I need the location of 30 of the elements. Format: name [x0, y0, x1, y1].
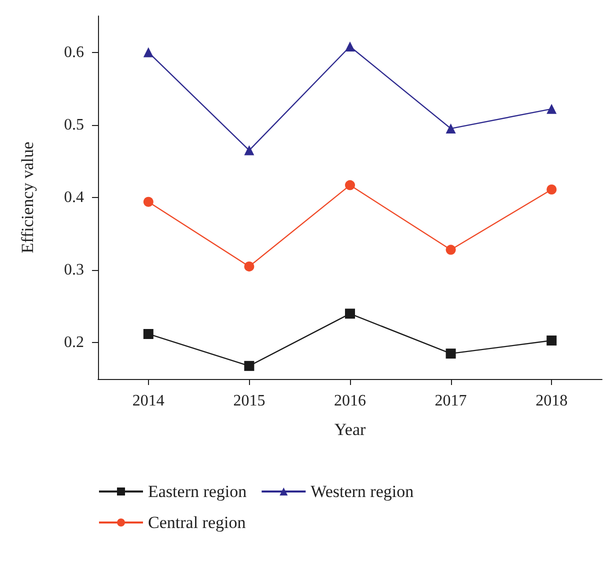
point	[345, 41, 355, 52]
x-tick-label: 2017	[434, 392, 467, 410]
point	[244, 145, 254, 156]
point	[345, 180, 355, 190]
y-tick-label: 0.4	[64, 189, 84, 206]
point	[546, 104, 557, 114]
y-axis-title: Efficiency value	[18, 142, 37, 254]
y-tick-label: 0.2	[64, 334, 84, 352]
y-tick-label: 0.6	[64, 44, 84, 61]
point	[143, 328, 154, 339]
x-axis-title: Year	[334, 420, 366, 439]
x-tick-label: 2015	[233, 392, 266, 410]
point	[244, 261, 254, 272]
legend-label: Central region	[148, 513, 246, 532]
point	[446, 348, 456, 359]
point	[546, 336, 557, 346]
point	[446, 244, 456, 255]
point	[143, 196, 154, 207]
x-tick-label: 2014	[132, 392, 164, 410]
legend-label: Western region	[310, 482, 414, 501]
point	[143, 47, 154, 58]
y-tick-label: 0.3	[64, 262, 84, 279]
point	[345, 308, 355, 319]
x-tick-label: 2016	[334, 392, 366, 410]
point	[446, 124, 456, 134]
x-tick-label: 2018	[536, 392, 568, 410]
point	[244, 360, 254, 371]
legend-label: Eastern region	[148, 482, 248, 501]
point	[546, 184, 557, 195]
y-tick-label: 0.5	[64, 116, 84, 134]
